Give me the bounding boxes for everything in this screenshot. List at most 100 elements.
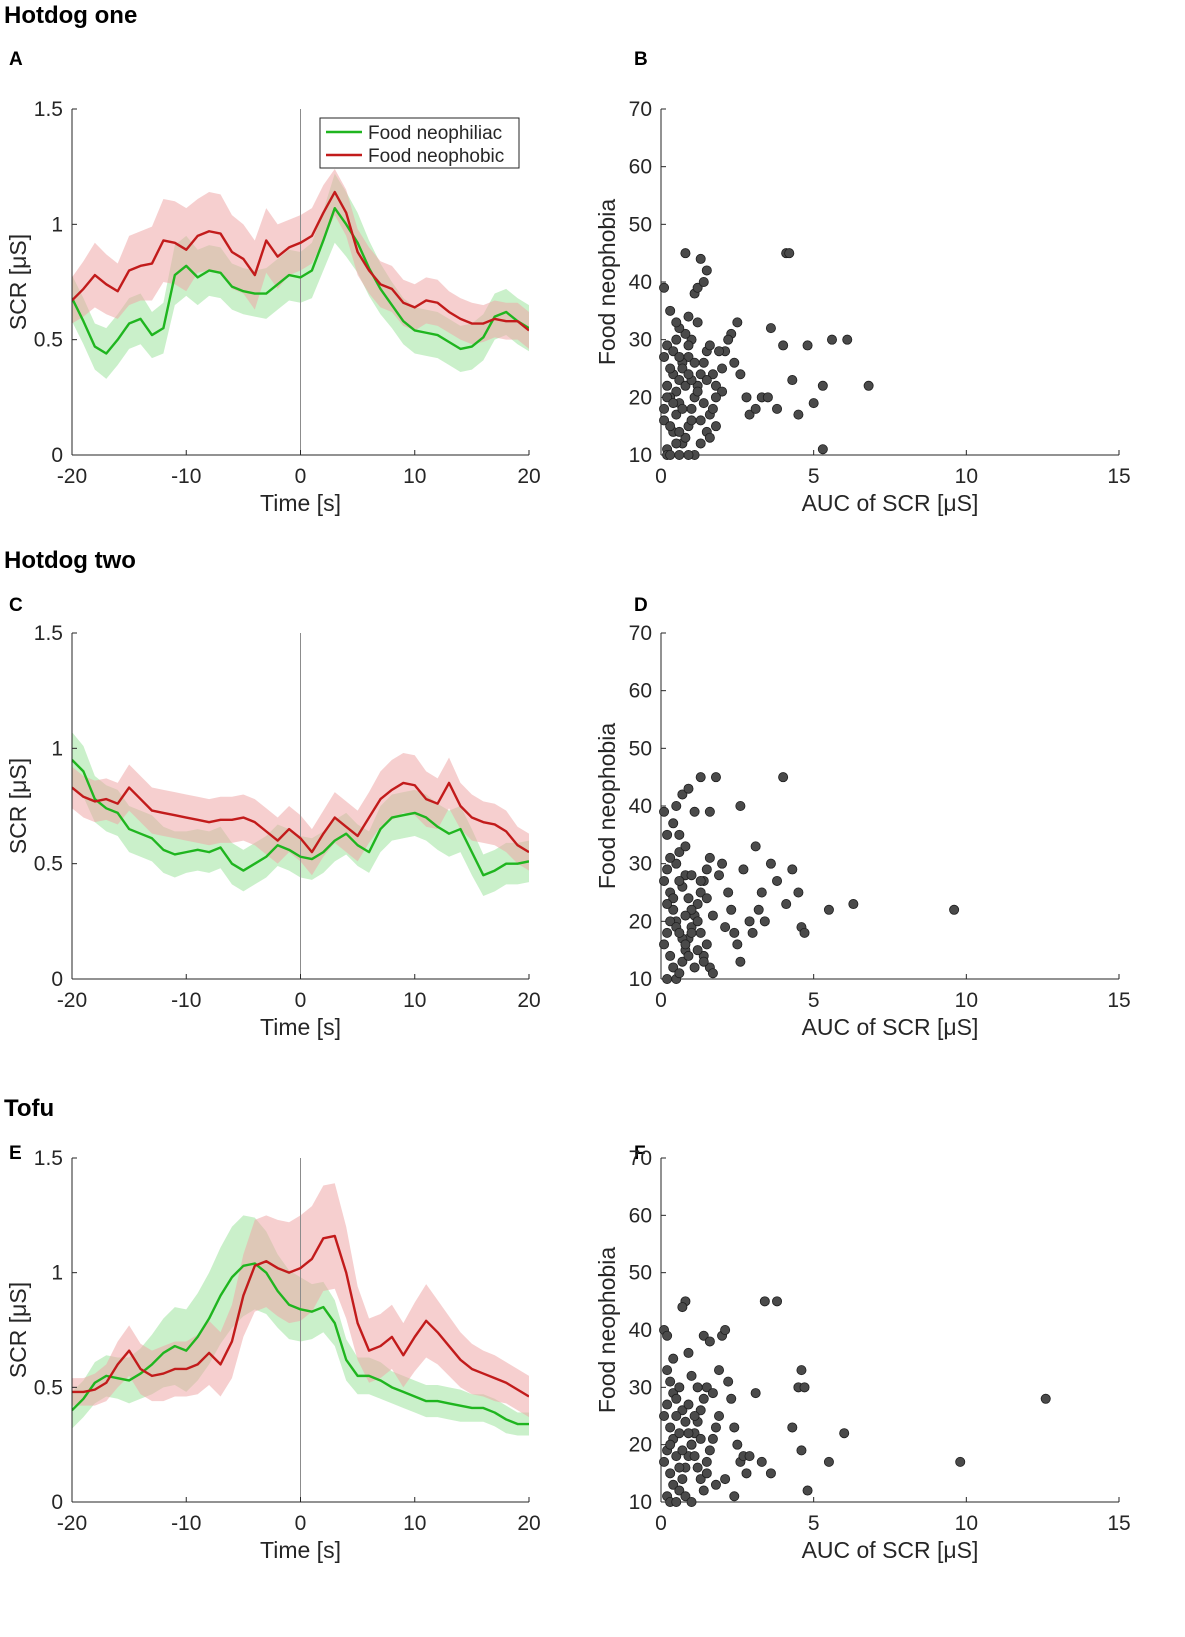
scatter-point (671, 386, 682, 397)
x-tick-label: 10 (955, 989, 978, 1012)
scatter-point (665, 950, 676, 961)
scatter-point (671, 334, 682, 345)
scatter-point (949, 904, 960, 915)
y-tick-label: 70 (629, 1147, 652, 1170)
x-tick-label: -10 (171, 1512, 201, 1535)
scatter-point (707, 403, 718, 414)
scatter-point (701, 939, 712, 950)
scatter-point (683, 950, 694, 961)
legend-label-neophiliac: Food neophiliac (368, 123, 502, 144)
scatter-point (732, 939, 743, 950)
scatter-point (1040, 1393, 1051, 1404)
x-axis-title: Time [s] (260, 1537, 341, 1563)
scatter-point (723, 1376, 734, 1387)
x-tick-label: 0 (295, 989, 307, 1012)
scatter-point (659, 1411, 670, 1422)
scatter-point (659, 806, 670, 817)
scatter-point (671, 1451, 682, 1462)
y-tick-label: 1 (51, 1262, 63, 1285)
scatter-point (665, 1422, 676, 1433)
x-tick-label: -20 (57, 465, 87, 488)
scatter-point (741, 1468, 752, 1479)
y-tick-label: 60 (629, 680, 652, 703)
y-tick-label: 0.5 (34, 853, 63, 876)
series-line-neophobic (72, 190, 529, 332)
scatter-point (817, 380, 828, 391)
scatter-point (756, 1456, 767, 1467)
x-tick-label: 5 (808, 465, 820, 488)
scatter-point (695, 927, 706, 938)
y-tick-label: 0.5 (34, 329, 63, 352)
x-tick-label: 10 (955, 465, 978, 488)
scatter-point (750, 841, 761, 852)
scatter-point (729, 1422, 740, 1433)
scatter-point (714, 1411, 725, 1422)
scatter-point (659, 939, 670, 950)
scatter-point (686, 1370, 697, 1381)
scatter-point (729, 927, 740, 938)
scatter-point (765, 1468, 776, 1479)
scatter-point (707, 968, 718, 979)
scatter-point (668, 904, 679, 915)
scatter-point (732, 317, 743, 328)
scatter-point (701, 864, 712, 875)
series-line-neophiliac (72, 1262, 529, 1426)
x-axis-title: AUC of SCR [μS] (802, 1014, 979, 1040)
scatter-point (689, 357, 700, 368)
x-tick-label: 20 (517, 1512, 540, 1535)
scatter-point (677, 1445, 688, 1456)
scatter-point (704, 852, 715, 863)
y-tick-label: 10 (629, 444, 652, 467)
y-tick-label: 20 (629, 386, 652, 409)
scatter-point (689, 1411, 700, 1422)
scatter-point (720, 1474, 731, 1485)
scatter-point (668, 893, 679, 904)
confidence-band-neophiliac (72, 732, 529, 896)
scatter-point (753, 904, 764, 915)
scatter-point (732, 1439, 743, 1450)
scatter-point (787, 1422, 798, 1433)
y-tick-label: 10 (629, 1491, 652, 1514)
scatter-point (695, 415, 706, 426)
scatter-point (744, 1451, 755, 1462)
scatter-point (677, 1474, 688, 1485)
series-line-neophobic (72, 1234, 529, 1398)
y-axis-title: Food neophobia (594, 199, 620, 365)
y-axis-title: SCR [μS] (5, 758, 31, 854)
scatter-point (677, 789, 688, 800)
scatter-point (778, 340, 789, 351)
y-axis-title: SCR [μS] (5, 234, 31, 330)
scatter-point (695, 772, 706, 783)
scatter-point (756, 887, 767, 898)
scatter-point (674, 1382, 685, 1393)
scatter-point (665, 421, 676, 432)
scatter-point (707, 1388, 718, 1399)
x-tick-label: 20 (517, 989, 540, 1012)
scatter-point (723, 887, 734, 898)
x-tick-label: -10 (171, 465, 201, 488)
scatter-point (759, 916, 770, 927)
panel-letter-c: C (9, 595, 23, 616)
scatter-point (668, 1353, 679, 1364)
plot-area (72, 1158, 529, 1502)
scatter-point (662, 864, 673, 875)
scatter-point (692, 899, 703, 910)
scatter-point (680, 1416, 691, 1427)
scatter-point (680, 910, 691, 921)
scatter-point (671, 438, 682, 449)
y-tick-label: 50 (629, 737, 652, 760)
scatter-point (772, 403, 783, 414)
scatter-point (817, 444, 828, 455)
scatter-point (723, 334, 734, 345)
scatter-point (659, 351, 670, 362)
panel-d-scatter-chart: 0 5 10 15 10 20 30 40 50 60 70 AUC of SCR [μS] Food … (594, 622, 1131, 1040)
scatter-point (689, 962, 700, 973)
scatter-point (668, 818, 679, 829)
series-line-neophiliac (72, 759, 529, 877)
scatter-point (674, 829, 685, 840)
scatter-point (823, 1456, 834, 1467)
confidence-band-neophobic (72, 752, 529, 876)
panel-c-line-chart: -20 -10 0 10 20 0 0.5 1 1.5 Time [s] SCR [μS] (5, 622, 541, 1040)
section-title-hotdog-two: Hotdog two (4, 547, 136, 574)
